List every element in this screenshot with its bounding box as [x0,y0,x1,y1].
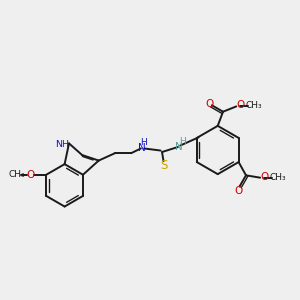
Text: N: N [175,142,183,152]
Text: O: O [234,186,242,196]
Text: CH₃: CH₃ [8,170,25,179]
Text: CH₃: CH₃ [246,101,262,110]
Text: H: H [179,137,186,146]
Text: N: N [138,143,146,154]
Text: O: O [27,170,35,180]
Text: NH: NH [56,140,70,149]
Text: CH₃: CH₃ [269,173,286,182]
Text: O: O [206,99,214,109]
Text: S: S [160,159,167,172]
Text: H: H [140,138,147,147]
Text: O: O [236,100,244,110]
Text: O: O [260,172,269,182]
